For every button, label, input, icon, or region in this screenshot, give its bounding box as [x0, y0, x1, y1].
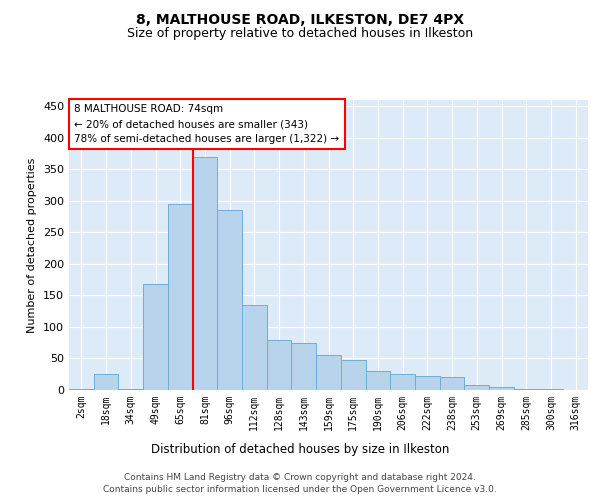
Y-axis label: Number of detached properties: Number of detached properties [28, 158, 37, 332]
Bar [464, 385, 489, 390]
Bar [365, 371, 390, 390]
Bar [292, 342, 316, 390]
Bar [242, 305, 267, 390]
Bar [267, 340, 292, 390]
Bar [415, 376, 440, 390]
Text: Size of property relative to detached houses in Ilkeston: Size of property relative to detached ho… [127, 28, 473, 40]
Bar [489, 388, 514, 390]
Bar [341, 360, 365, 390]
Bar [168, 204, 193, 390]
Text: Contains HM Land Registry data © Crown copyright and database right 2024.: Contains HM Land Registry data © Crown c… [124, 472, 476, 482]
Bar [94, 374, 118, 390]
Text: Distribution of detached houses by size in Ilkeston: Distribution of detached houses by size … [151, 442, 449, 456]
Text: Contains public sector information licensed under the Open Government Licence v3: Contains public sector information licen… [103, 485, 497, 494]
Text: 8, MALTHOUSE ROAD, ILKESTON, DE7 4PX: 8, MALTHOUSE ROAD, ILKESTON, DE7 4PX [136, 12, 464, 26]
Bar [390, 374, 415, 390]
Text: 8 MALTHOUSE ROAD: 74sqm
← 20% of detached houses are smaller (343)
78% of semi-d: 8 MALTHOUSE ROAD: 74sqm ← 20% of detache… [74, 104, 340, 144]
Bar [193, 156, 217, 390]
Bar [514, 388, 539, 390]
Bar [316, 356, 341, 390]
Bar [217, 210, 242, 390]
Bar [440, 378, 464, 390]
Bar [143, 284, 168, 390]
Bar [118, 388, 143, 390]
